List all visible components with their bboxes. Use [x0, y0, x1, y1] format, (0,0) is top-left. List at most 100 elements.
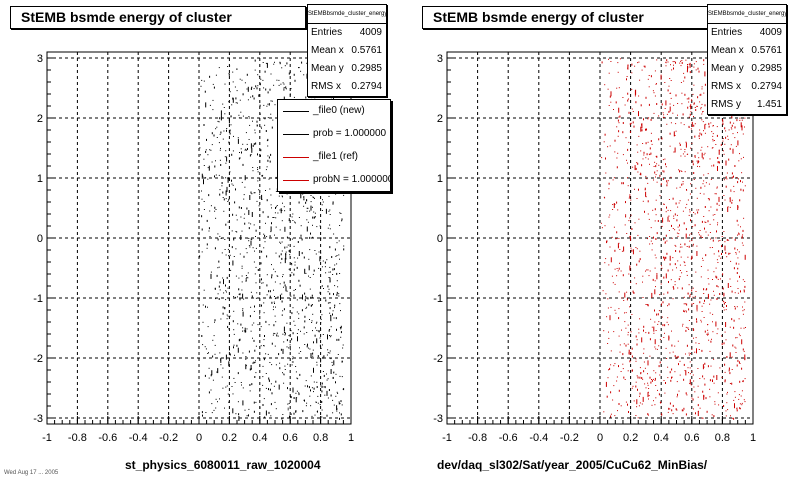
data-point	[233, 329, 235, 331]
data-point	[730, 189, 732, 191]
data-point	[656, 170, 658, 172]
data-point	[689, 383, 691, 384]
data-point	[318, 191, 320, 193]
data-point	[677, 340, 679, 342]
data-point	[705, 289, 707, 291]
data-point	[703, 174, 705, 176]
data-point	[327, 397, 329, 399]
data-point	[690, 384, 692, 386]
data-point	[709, 350, 711, 352]
data-point	[199, 255, 201, 258]
data-point	[298, 201, 300, 204]
data-point	[297, 336, 298, 342]
data-point	[701, 133, 703, 136]
data-point	[660, 74, 662, 80]
data-point	[326, 373, 327, 375]
data-point	[725, 410, 727, 412]
data-point	[313, 216, 315, 219]
data-point	[291, 272, 293, 274]
data-point	[679, 270, 681, 271]
data-point	[618, 317, 620, 320]
data-point	[647, 238, 648, 240]
data-point	[678, 278, 680, 281]
data-point	[738, 263, 740, 265]
data-point	[259, 406, 261, 409]
data-point	[626, 78, 627, 81]
data-point	[307, 347, 309, 349]
data-point	[655, 397, 657, 399]
data-point	[267, 103, 269, 105]
data-point	[656, 103, 658, 105]
data-point	[220, 357, 222, 363]
data-point	[286, 322, 288, 324]
data-point	[256, 87, 258, 90]
data-point	[265, 222, 266, 224]
data-point	[340, 331, 342, 334]
data-point	[215, 128, 217, 130]
data-point	[727, 135, 729, 137]
data-point	[692, 374, 694, 376]
data-point	[280, 262, 282, 264]
data-point	[258, 95, 260, 97]
data-point	[654, 254, 656, 256]
data-point	[745, 327, 746, 328]
data-point	[627, 99, 629, 102]
data-point	[743, 217, 745, 219]
data-point	[652, 378, 654, 380]
data-point	[736, 337, 738, 339]
data-point	[263, 345, 265, 347]
data-point	[279, 367, 281, 370]
data-point	[721, 245, 722, 248]
data-point	[232, 408, 234, 414]
data-point	[305, 380, 307, 382]
data-point	[740, 188, 742, 191]
data-point	[306, 199, 308, 202]
data-point	[244, 213, 246, 215]
data-point	[319, 344, 321, 347]
data-point	[232, 320, 234, 323]
data-point	[318, 330, 320, 333]
data-point	[726, 172, 728, 174]
data-point	[204, 374, 206, 377]
data-point	[664, 256, 666, 259]
data-point	[224, 83, 226, 85]
data-point	[703, 216, 705, 217]
data-point	[298, 67, 299, 69]
data-point	[708, 283, 710, 285]
data-point	[646, 269, 648, 271]
data-point	[691, 240, 693, 242]
data-point	[666, 113, 668, 115]
data-point	[670, 92, 672, 94]
data-point	[731, 369, 733, 370]
data-point	[687, 199, 689, 201]
data-point	[283, 87, 285, 89]
data-point	[708, 183, 710, 185]
data-point	[725, 176, 727, 179]
data-point	[304, 292, 306, 295]
data-point	[211, 412, 213, 414]
data-point	[337, 286, 339, 288]
data-point	[305, 96, 307, 99]
data-point	[264, 118, 266, 120]
data-point	[705, 254, 707, 257]
legend-label: _file0 (new)	[313, 105, 365, 116]
data-point	[648, 103, 650, 106]
data-point	[302, 193, 304, 195]
data-point	[273, 84, 275, 86]
data-point	[269, 88, 271, 91]
data-point	[654, 309, 655, 312]
data-point	[225, 354, 227, 360]
data-point	[703, 92, 705, 94]
data-point	[234, 354, 235, 356]
data-point	[319, 337, 321, 339]
data-point	[284, 369, 286, 370]
data-point	[279, 62, 281, 65]
data-point	[679, 246, 681, 248]
data-point	[308, 303, 310, 306]
data-point	[617, 270, 619, 272]
data-point	[241, 265, 243, 267]
data-point	[210, 149, 212, 151]
y-tick-label: -1	[433, 293, 443, 305]
data-point	[680, 155, 682, 157]
data-point	[671, 224, 672, 227]
